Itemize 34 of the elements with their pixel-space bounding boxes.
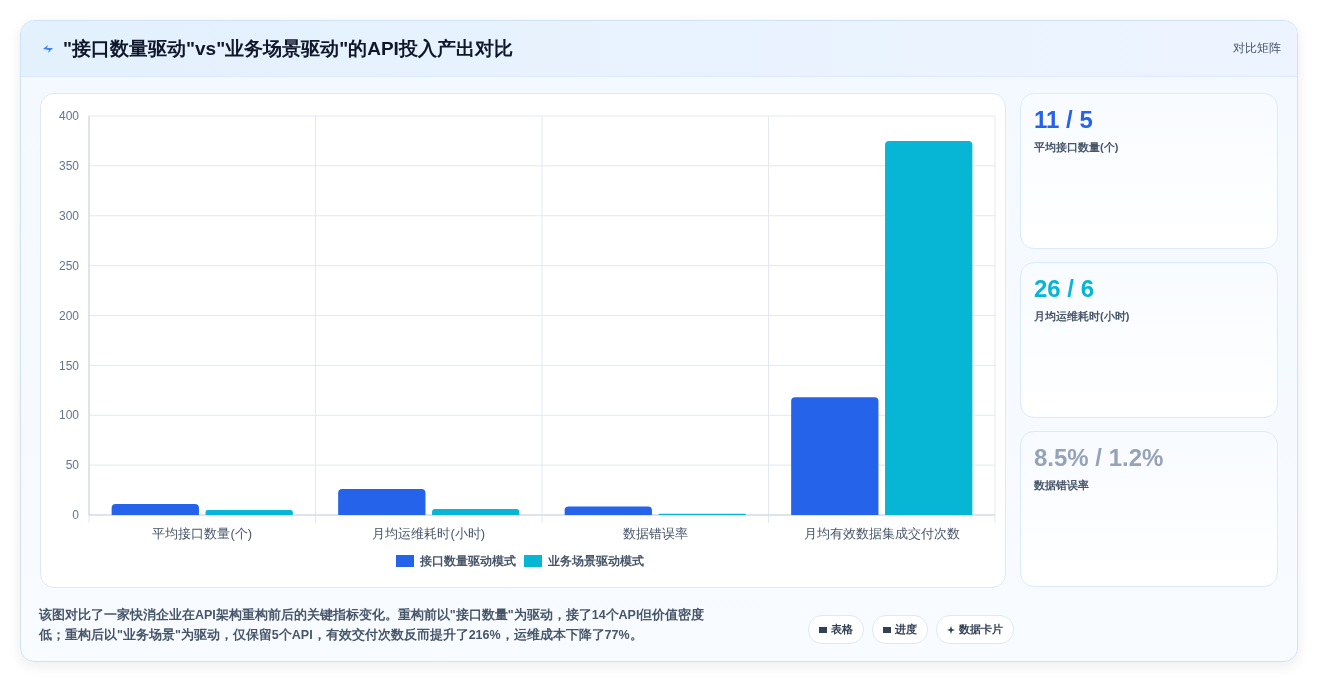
legend-label: 接口数量驱动模式 bbox=[419, 554, 516, 569]
text: 表格 bbox=[831, 622, 853, 637]
legend-label: 业务场景驱动模式 bbox=[547, 554, 644, 569]
y-tick-label: 150 bbox=[58, 358, 80, 373]
bar bbox=[885, 140, 973, 515]
x-tick-label: 数据错误率 bbox=[622, 526, 688, 541]
bar bbox=[111, 504, 199, 515]
text: 对比矩阵 bbox=[1233, 40, 1281, 57]
y-tick-label: 250 bbox=[58, 258, 80, 273]
y-tick-label: 300 bbox=[58, 208, 80, 223]
chart-title: "接口数量驱动"vs"业务场景驱动"的API投入产出对比 bbox=[63, 37, 513, 61]
y-tick-label: 350 bbox=[58, 159, 80, 174]
y-tick-label: 200 bbox=[58, 308, 80, 323]
text: 26 / 6 bbox=[1034, 275, 1095, 303]
bar bbox=[564, 506, 652, 515]
text: 平均接口数量(个) bbox=[1034, 140, 1119, 155]
bar bbox=[791, 397, 879, 515]
y-tick-label: 50 bbox=[65, 458, 80, 473]
text: 进度 bbox=[895, 622, 917, 637]
text: 数据错误率 bbox=[1034, 478, 1089, 493]
x-tick-label: 平均接口数量(个) bbox=[152, 526, 253, 541]
y-tick-label: 100 bbox=[58, 408, 80, 423]
x-tick-label: 月均有效数据集成交付次数 bbox=[803, 526, 960, 541]
text: 月均运维耗时(小时) bbox=[1034, 309, 1130, 324]
y-tick-label: 0 bbox=[72, 508, 80, 523]
text: 该图对比了一家快消企业在API架构重构前后的关键指标变化。重构前以"接口数量"为驱动，接了14个API但价值密度低；重构后以"业务场景"为驱动，仅保留5个API，有效交付次数反而提升了216%，运维成本下降了77%。 bbox=[39, 606, 706, 644]
y-tick-label: 400 bbox=[58, 109, 80, 124]
x-tick-label: 月均运维耗时(小时) bbox=[372, 526, 486, 541]
text: 11 / 5 bbox=[1034, 106, 1093, 134]
text: 8.5% / 1.2% bbox=[1034, 444, 1164, 472]
bar bbox=[338, 489, 426, 515]
bar bbox=[432, 509, 520, 515]
bar bbox=[205, 510, 293, 515]
text: 数据卡片 bbox=[959, 622, 1003, 637]
